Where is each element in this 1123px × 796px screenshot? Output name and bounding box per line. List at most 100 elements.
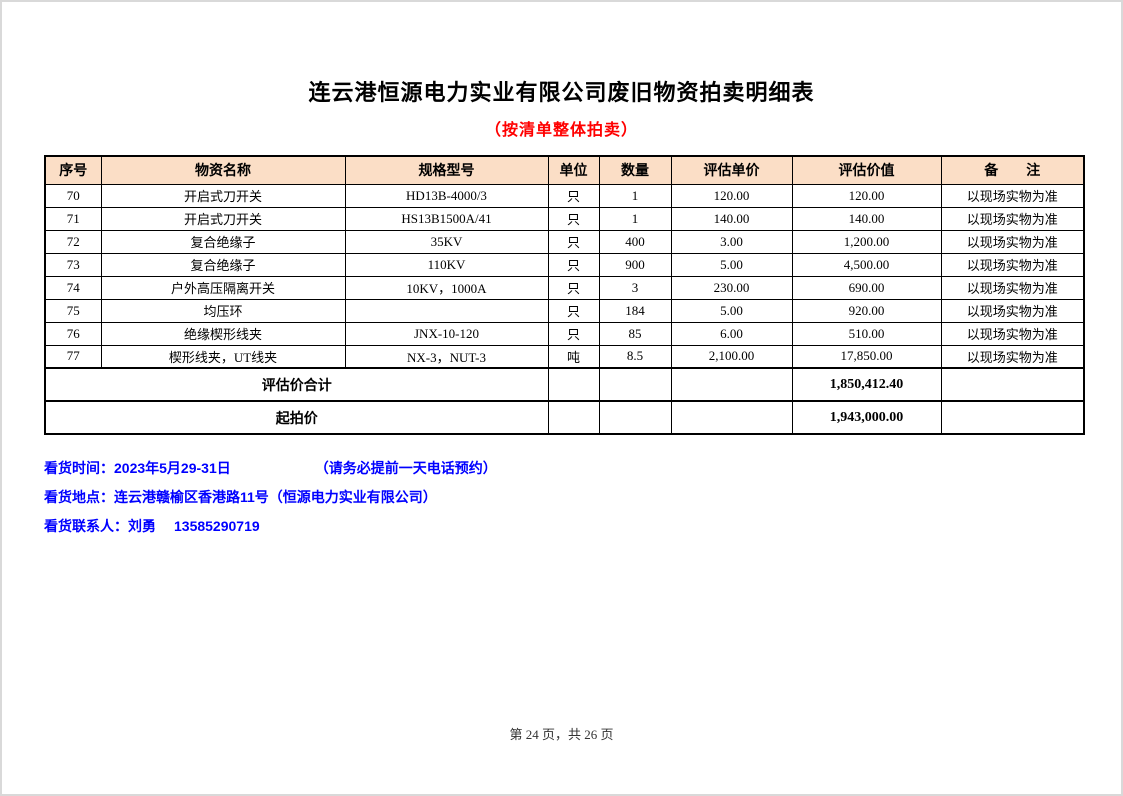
cell-seq: 76 (44, 321, 102, 346)
cell-spec: HD13B-4000/3 (344, 183, 549, 208)
starting-price-qty-cell (598, 400, 672, 435)
header-cell-seq: 序号 (44, 155, 102, 185)
header-cell-note: 备 注 (940, 155, 1085, 185)
cell-unit: 只 (547, 229, 600, 254)
cell-spec: JNX-10-120 (344, 321, 549, 346)
table-row: 76 绝缘楔形线夹 JNX-10-120 只 85 6.00 510.00 以现场实物为准 (44, 321, 1085, 346)
viewing-location-label: 看货地点： (44, 489, 114, 505)
table-body: 70 开启式刀开关 HD13B-4000/3 只 1 120.00 120.00 以现场实物为… (44, 183, 1085, 369)
cell-seq: 72 (44, 229, 102, 254)
cell-value: 510.00 (791, 321, 942, 346)
summary-row-starting-price: 起拍价 1,943,000.00 (44, 400, 1085, 435)
cell-value: 1,200.00 (791, 229, 942, 254)
cell-qty: 184 (598, 298, 672, 323)
cell-name: 楔形线夹，UT线夹 (100, 344, 346, 369)
cell-unit: 吨 (547, 344, 600, 369)
cell-qty: 900 (598, 252, 672, 277)
cell-unit-price: 230.00 (670, 275, 793, 300)
cell-value: 4,500.00 (791, 252, 942, 277)
table-row: 71 开启式刀开关 HS13B1500A/41 只 1 140.00 140.00 以现场实物… (44, 206, 1085, 231)
page-number: 第 24 页，共 26 页 (509, 727, 614, 742)
summary-total-unit-price-cell (670, 367, 793, 402)
info-line-contact: 看货联系人：刘勇 13585290719 (44, 517, 1079, 536)
starting-price-note-cell (940, 400, 1085, 435)
cell-name: 绝缘楔形线夹 (100, 321, 346, 346)
cell-seq: 70 (44, 183, 102, 208)
table-row: 72 复合绝缘子 35KV 只 400 3.00 1,200.00 以现场实物为准 (44, 229, 1085, 254)
table-header-row: 序号 物资名称 规格型号 单位 数量 评估单价 评估价值 备 注 (44, 155, 1085, 185)
viewing-info-section: 看货时间：2023年5月29-31日 （请务必提前一天电话预约） 看货地点：连云港… (44, 459, 1079, 536)
cell-name: 户外高压隔离开关 (100, 275, 346, 300)
cell-note: 以现场实物为准 (940, 183, 1085, 208)
cell-spec: 110KV (344, 252, 549, 277)
table-summary: 评估价合计 1,850,412.40 起拍价 1,943,000.00 (44, 367, 1085, 435)
cell-unit: 只 (547, 252, 600, 277)
table-row: 77 楔形线夹，UT线夹 NX-3，NUT-3 吨 8.5 2,100.00 17,850.… (44, 344, 1085, 369)
cell-seq: 74 (44, 275, 102, 300)
cell-seq: 75 (44, 298, 102, 323)
viewing-time-label: 看货时间： (44, 460, 114, 476)
summary-total-value: 1,850,412.40 (791, 367, 942, 402)
header-cell-name: 物资名称 (100, 155, 346, 185)
cell-qty: 1 (598, 206, 672, 231)
cell-value: 17,850.00 (791, 344, 942, 369)
summary-total-unit-cell (547, 367, 600, 402)
table-row: 75 均压环 只 184 5.00 920.00 以现场实物为准 (44, 298, 1085, 323)
header-cell-unit-price: 评估单价 (670, 155, 793, 185)
cell-name: 复合绝缘子 (100, 252, 346, 277)
info-line-time: 看货时间：2023年5月29-31日 （请务必提前一天电话预约） (44, 459, 1079, 478)
cell-seq: 73 (44, 252, 102, 277)
cell-spec: 35KV (344, 229, 549, 254)
cell-name: 均压环 (100, 298, 346, 323)
cell-unit-price: 5.00 (670, 298, 793, 323)
auction-items-table: 序号 物资名称 规格型号 单位 数量 评估单价 评估价值 备 注 70 开启式刀开… (44, 155, 1085, 435)
cell-spec: HS13B1500A/41 (344, 206, 549, 231)
viewing-time-value: 2023年5月29-31日 (114, 460, 231, 476)
cell-note: 以现场实物为准 (940, 252, 1085, 277)
summary-row-total: 评估价合计 1,850,412.40 (44, 367, 1085, 402)
table-header: 序号 物资名称 规格型号 单位 数量 评估单价 评估价值 备 注 (44, 155, 1085, 185)
cell-note: 以现场实物为准 (940, 275, 1085, 300)
cell-qty: 400 (598, 229, 672, 254)
header-cell-unit: 单位 (547, 155, 600, 185)
cell-unit: 只 (547, 275, 600, 300)
summary-total-note-cell (940, 367, 1085, 402)
viewing-location-value: 连云港赣榆区香港路11号（恒源电力实业有限公司） (114, 489, 437, 505)
cell-value: 140.00 (791, 206, 942, 231)
cell-note: 以现场实物为准 (940, 321, 1085, 346)
cell-note: 以现场实物为准 (940, 206, 1085, 231)
cell-qty: 85 (598, 321, 672, 346)
document-content: 连云港恒源电力实业有限公司废旧物资拍卖明细表 （按清单整体拍卖） 序号 物资名称… (2, 78, 1121, 536)
cell-unit: 只 (547, 206, 600, 231)
viewing-contact-phone: 13585290719 (174, 518, 260, 534)
header-cell-qty: 数量 (598, 155, 672, 185)
cell-unit-price: 120.00 (670, 183, 793, 208)
cell-unit-price: 140.00 (670, 206, 793, 231)
cell-seq: 77 (44, 344, 102, 369)
cell-spec: NX-3，NUT-3 (344, 344, 549, 369)
cell-name: 复合绝缘子 (100, 229, 346, 254)
cell-unit-price: 2,100.00 (670, 344, 793, 369)
page-subtitle: （按清单整体拍卖） (484, 122, 638, 139)
cell-unit-price: 6.00 (670, 321, 793, 346)
viewing-contact-name: 刘勇 (128, 518, 156, 534)
starting-price-unit-cell (547, 400, 600, 435)
cell-note: 以现场实物为准 (940, 229, 1085, 254)
cell-unit-price: 5.00 (670, 252, 793, 277)
cell-note: 以现场实物为准 (940, 298, 1085, 323)
cell-unit: 只 (547, 298, 600, 323)
cell-qty: 1 (598, 183, 672, 208)
cell-value: 690.00 (791, 275, 942, 300)
viewing-contact-label: 看货联系人： (44, 518, 128, 534)
cell-seq: 71 (44, 206, 102, 231)
cell-qty: 3 (598, 275, 672, 300)
cell-value: 120.00 (791, 183, 942, 208)
summary-total-qty-cell (598, 367, 672, 402)
table-row: 74 户外高压隔离开关 10KV，1000A 只 3 230.00 690.00 以现场实物为… (44, 275, 1085, 300)
cell-unit: 只 (547, 183, 600, 208)
cell-spec (344, 298, 549, 323)
header-cell-value: 评估价值 (791, 155, 942, 185)
table-row: 70 开启式刀开关 HD13B-4000/3 只 1 120.00 120.00 以现场实物为… (44, 183, 1085, 208)
starting-price-label: 起拍价 (44, 400, 549, 435)
